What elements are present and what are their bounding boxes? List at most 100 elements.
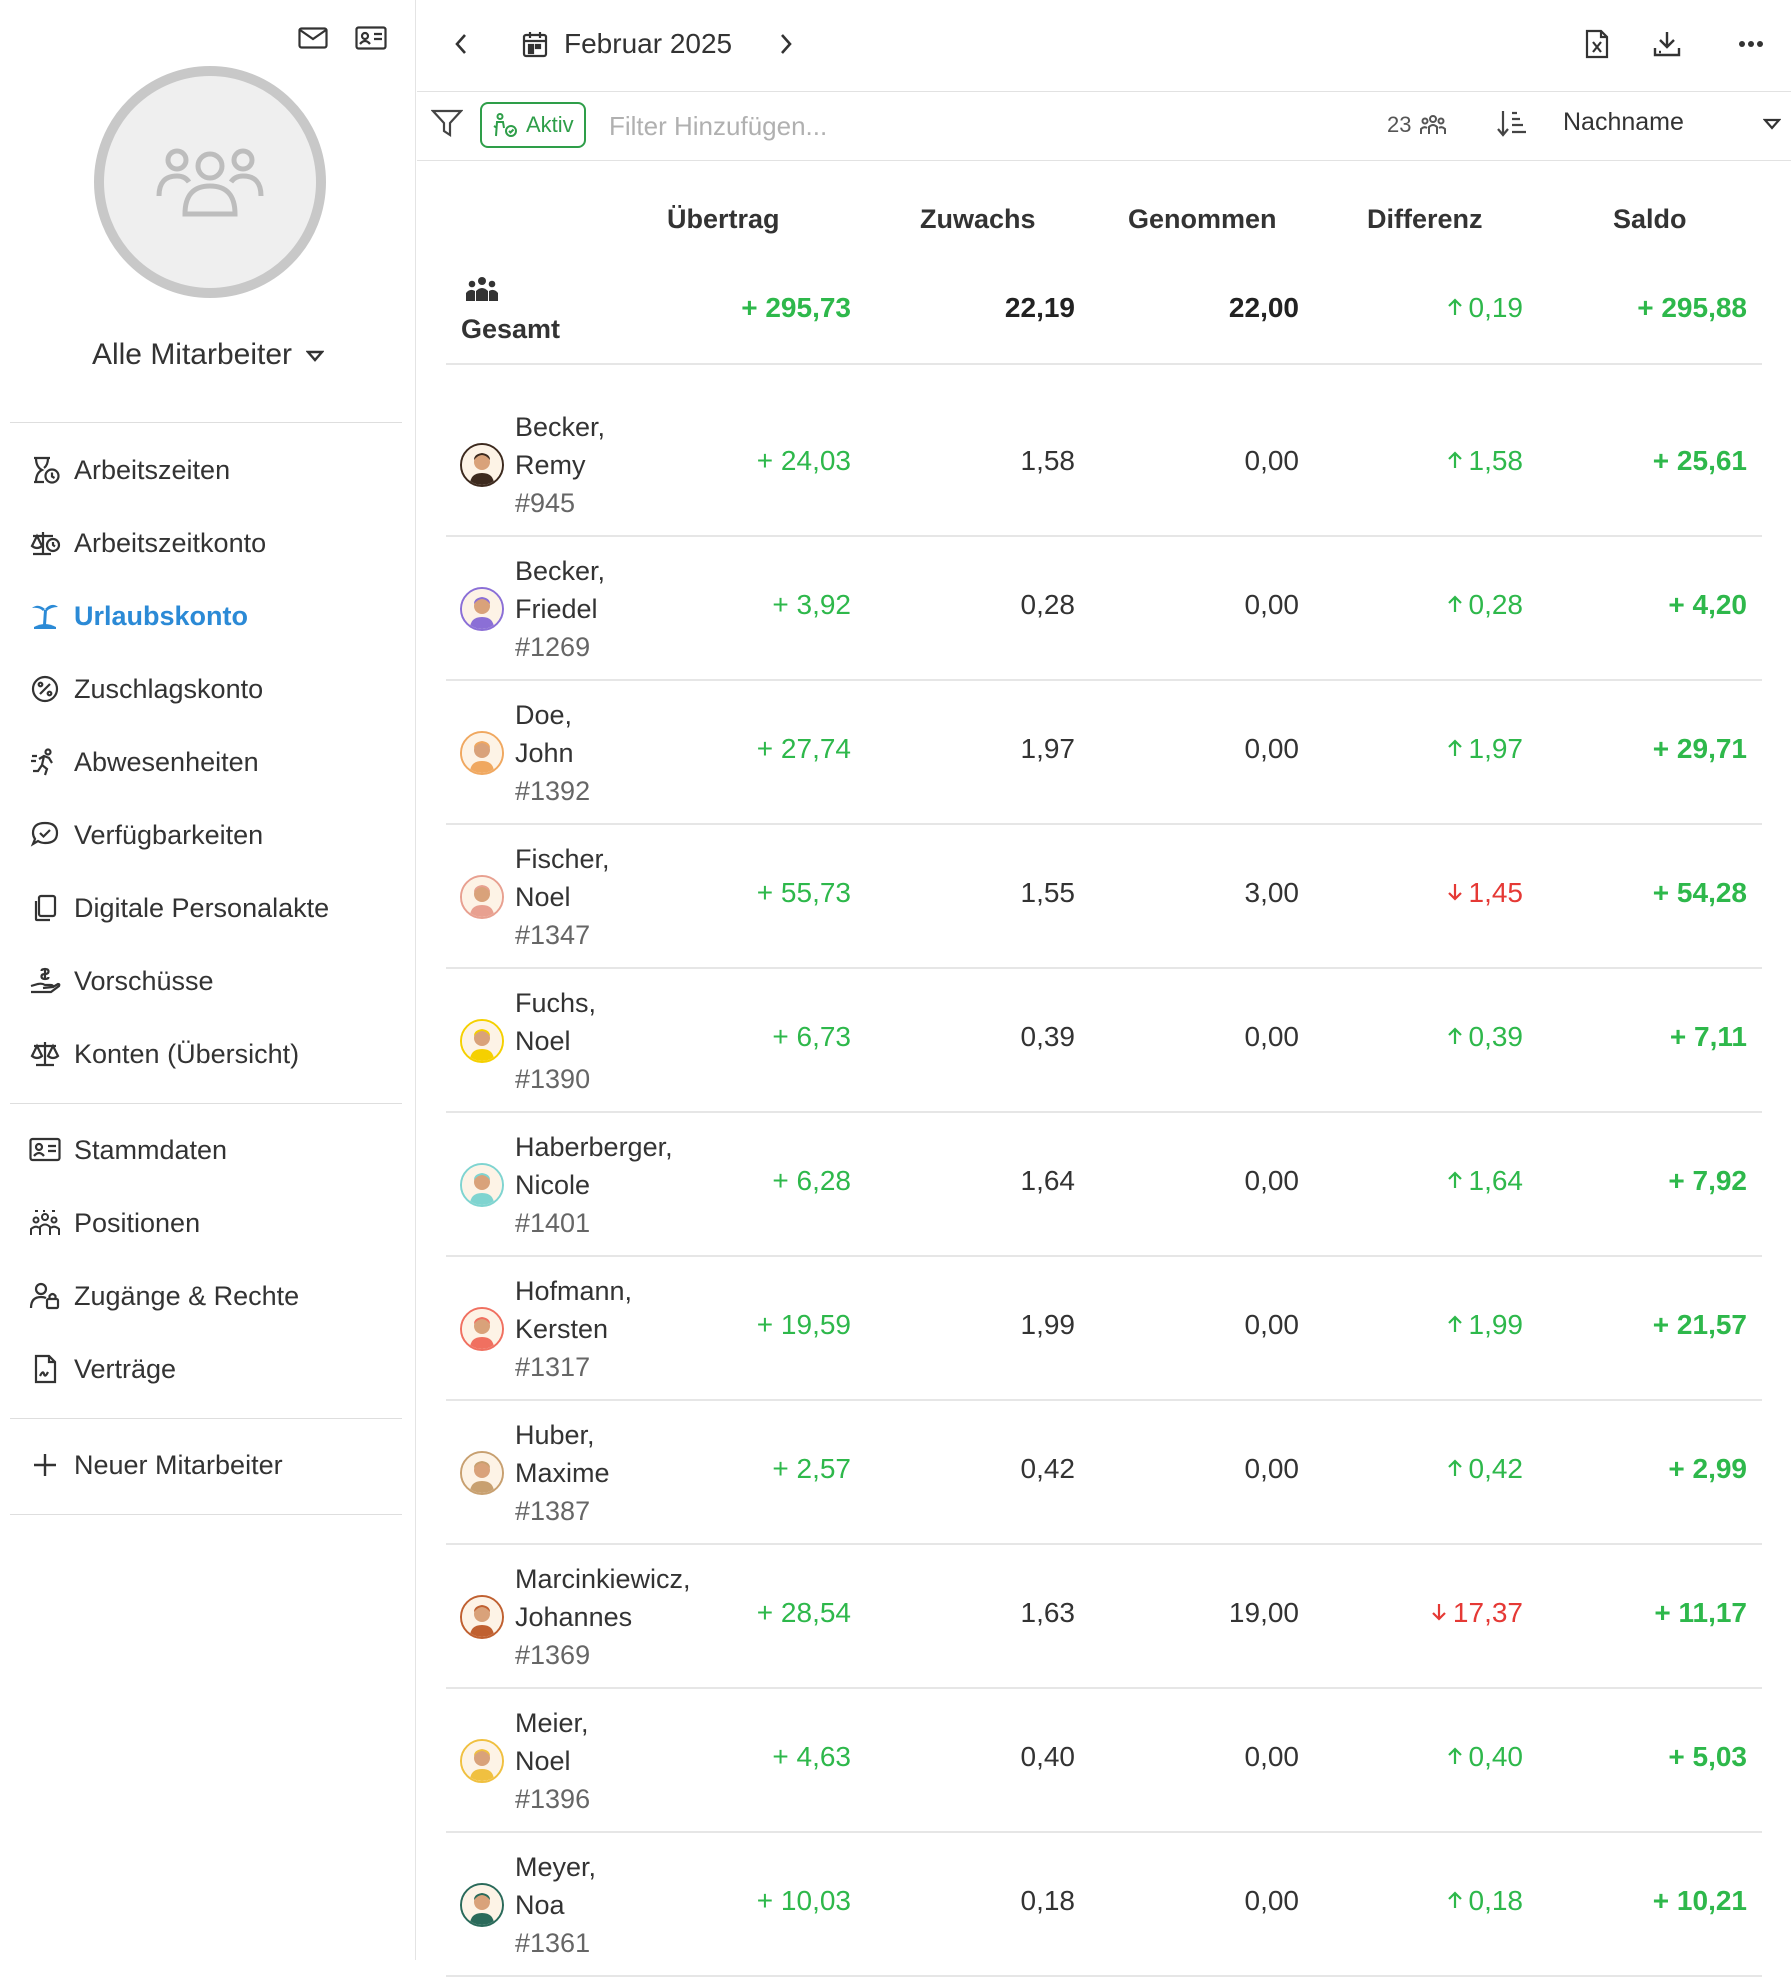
employee-name[interactable]: Hofmann, Kersten #1317 xyxy=(515,1272,632,1386)
employee-name[interactable]: Becker, Friedel #1269 xyxy=(515,552,605,666)
sidebar-item-abwesenheiten[interactable]: Abwesenheiten xyxy=(28,739,259,785)
sidebar-item-label: Zuschlagskonto xyxy=(74,673,264,704)
employee-name[interactable]: Fischer, Noel #1347 xyxy=(515,840,610,954)
column-header-uebertrag[interactable]: Übertrag xyxy=(667,204,780,234)
sidebar-item-vertraege[interactable]: Verträge xyxy=(28,1346,176,1392)
cell-genommen: 0,00 xyxy=(1244,1741,1300,1772)
download-button[interactable] xyxy=(1645,22,1689,66)
mail-icon[interactable] xyxy=(295,20,331,56)
column-header-genommen[interactable]: Genommen xyxy=(1128,204,1277,234)
total-differenz: 0,19 xyxy=(1323,292,1523,324)
employee-first-name: Noa xyxy=(515,1890,565,1920)
differenz-value: 0,42 xyxy=(1468,1453,1524,1484)
employee-name[interactable]: Marcinkiewicz, Johannes #1369 xyxy=(515,1560,691,1674)
sidebar-item-label: Arbeitszeiten xyxy=(74,454,231,485)
employee-name[interactable]: Fuchs, Noel #1390 xyxy=(515,984,596,1098)
arrow-down-icon xyxy=(1447,882,1463,902)
column-header-differenz[interactable]: Differenz xyxy=(1367,204,1483,234)
cell-uebertrag: + 19,59 xyxy=(756,1309,851,1340)
employee-number: #1396 xyxy=(515,1784,591,1814)
filter-icon[interactable] xyxy=(431,108,463,138)
sidebar-item-positionen[interactable]: Positionen xyxy=(28,1200,200,1246)
employee-count-value: 23 xyxy=(1387,112,1412,137)
sidebar-item-label: Stammdaten xyxy=(74,1134,228,1165)
table-row[interactable]: Fischer, Noel #1347 + 55,73 1,55 3,00 1,45 + 54… xyxy=(446,825,1762,969)
new-employee-button[interactable]: Neuer Mitarbeiter xyxy=(28,1442,283,1488)
cell-genommen: 0,00 xyxy=(1244,589,1300,620)
table-row[interactable]: Huber, Maxime #1387 + 2,57 0,42 0,00 0,42 + 2,9… xyxy=(446,1401,1762,1545)
person-status-icon xyxy=(492,112,518,138)
sidebar-item-urlaubskonto[interactable]: Urlaubskonto xyxy=(28,593,248,639)
differenz-value: 0,39 xyxy=(1468,1021,1524,1052)
differenz-value: 1,97 xyxy=(1468,733,1524,764)
sidebar-item-arbeitszeitkonto[interactable]: Arbeitszeitkonto xyxy=(28,520,266,566)
table-row[interactable]: Doe, John #1392 + 27,74 1,97 0,00 1,97 + 29,71 xyxy=(446,681,1762,825)
cell-saldo: + 21,57 xyxy=(1652,1309,1747,1340)
month-label: Februar 2025 xyxy=(564,28,733,59)
arrow-up-icon xyxy=(1447,450,1463,470)
arrow-up-icon xyxy=(1447,1458,1463,1478)
sort-field-select[interactable]: Nachname xyxy=(1563,108,1684,136)
sidebar-item-label: Urlaubskonto xyxy=(74,600,249,631)
sidebar-item-label: Zugänge & Rechte xyxy=(74,1280,300,1311)
differenz-value: 0,40 xyxy=(1468,1741,1524,1772)
cell-zuwachs: 1,64 xyxy=(1020,1165,1076,1196)
employee-name[interactable]: Haberberger, Nicole #1401 xyxy=(515,1128,673,1242)
employee-selector[interactable]: Alle Mitarbeiter xyxy=(0,338,416,372)
sort-caret-down-icon[interactable] xyxy=(1763,118,1781,130)
scale-icon xyxy=(28,1037,62,1071)
table-row[interactable]: Marcinkiewicz, Johannes #1369 + 28,54 1,63 19… xyxy=(446,1545,1762,1689)
avatar xyxy=(460,1595,504,1639)
sidebar-item-konten-uebersicht[interactable]: Konten (Übersicht) xyxy=(28,1031,299,1077)
cell-genommen: 0,00 xyxy=(1244,1021,1300,1052)
download-icon xyxy=(1652,29,1682,59)
table-row[interactable]: Becker, Friedel #1269 + 3,92 0,28 0,00 0,28 + 4… xyxy=(446,537,1762,681)
active-filter-chip[interactable]: Aktiv xyxy=(480,102,586,148)
sidebar-item-stammdaten[interactable]: Stammdaten xyxy=(28,1127,227,1173)
arrow-up-icon xyxy=(1447,738,1463,758)
sidebar-item-zuschlagskonto[interactable]: Zuschlagskonto xyxy=(28,666,263,712)
avatar xyxy=(460,443,504,487)
cell-uebertrag: + 27,74 xyxy=(756,733,851,764)
filter-input[interactable] xyxy=(607,104,1171,148)
sidebar-item-digitale-personalakte[interactable]: Digitale Personalakte xyxy=(28,885,329,931)
cell-uebertrag: + 28,54 xyxy=(756,1597,851,1628)
employee-name[interactable]: Becker, Remy #945 xyxy=(515,408,605,522)
column-header-zuwachs[interactable]: Zuwachs xyxy=(920,204,1036,234)
employee-name[interactable]: Meier, Noel #1396 xyxy=(515,1704,590,1818)
column-header-saldo[interactable]: Saldo xyxy=(1613,204,1687,234)
cell-zuwachs: 0,28 xyxy=(1020,589,1076,620)
table-row[interactable]: Becker, Remy #945 + 24,03 1,58 0,00 1,58 + 25,6… xyxy=(446,393,1762,537)
sidebar-item-arbeitszeiten[interactable]: Arbeitszeiten xyxy=(28,447,230,493)
differenz-value: 0,18 xyxy=(1468,1885,1524,1916)
more-options-button[interactable] xyxy=(1729,22,1773,66)
divider xyxy=(10,1103,402,1104)
total-row: Gesamt + 295,73 22,19 22,00 0,19 + 295,8… xyxy=(446,254,1762,365)
table-row[interactable]: Meier, Noel #1396 + 4,63 0,40 0,00 0,40 + 5,03 xyxy=(446,1689,1762,1833)
sidebar-item-vorschuesse[interactable]: Vorschüsse xyxy=(28,958,214,1004)
total-differenz-value: 0,19 xyxy=(1468,292,1524,323)
excel-export-button[interactable] xyxy=(1575,22,1619,66)
employee-name[interactable]: Huber, Maxime #1387 xyxy=(515,1416,610,1530)
table-row[interactable]: Fuchs, Noel #1390 + 6,73 0,39 0,00 0,39 + 7,11 xyxy=(446,969,1762,1113)
cell-differenz: 1,99 xyxy=(1323,1309,1523,1341)
prev-month-button[interactable] xyxy=(439,22,483,66)
employee-name[interactable]: Doe, John #1392 xyxy=(515,696,590,810)
table-row[interactable]: Meyer, Noa #1361 + 10,03 0,18 0,00 0,18 + 10,21 xyxy=(446,1833,1762,1977)
sort-icon[interactable] xyxy=(1495,108,1529,138)
cell-differenz: 1,64 xyxy=(1323,1165,1523,1197)
table-row[interactable]: Haberberger, Nicole #1401 + 6,28 1,64 0,00 1,6… xyxy=(446,1113,1762,1257)
next-month-button[interactable] xyxy=(764,22,808,66)
sidebar: Alle Mitarbeiter Arbeitszeiten Arbeitsze… xyxy=(0,0,416,1960)
employee-count: 23 xyxy=(1387,112,1447,138)
employee-last-name: Becker, xyxy=(515,412,606,442)
table-row[interactable]: Hofmann, Kersten #1317 + 19,59 1,99 0,00 1,99 +… xyxy=(446,1257,1762,1401)
sidebar-item-zugaenge-rechte[interactable]: Zugänge & Rechte xyxy=(28,1273,299,1319)
id-card-icon[interactable] xyxy=(353,20,389,56)
sidebar-item-verfuegbarkeiten[interactable]: Verfügbarkeiten xyxy=(28,812,263,858)
cell-genommen: 19,00 xyxy=(1228,1597,1299,1628)
cell-genommen: 0,00 xyxy=(1244,1309,1300,1340)
month-picker[interactable]: Februar 2025 xyxy=(522,22,732,66)
employee-name[interactable]: Meyer, Noa #1361 xyxy=(515,1848,596,1962)
employee-first-name: Remy xyxy=(515,450,586,480)
